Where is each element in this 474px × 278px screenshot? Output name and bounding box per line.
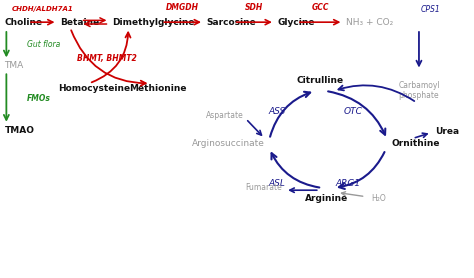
Text: ASL: ASL <box>269 178 286 188</box>
Text: SDH: SDH <box>245 3 264 12</box>
Text: Arginosuccinate: Arginosuccinate <box>192 140 264 148</box>
Text: Betaine: Betaine <box>60 18 99 27</box>
Text: Dimethylglycine: Dimethylglycine <box>112 18 194 27</box>
Text: Methionine: Methionine <box>129 84 187 93</box>
Text: Aspartate: Aspartate <box>206 111 243 120</box>
Text: BHMT, BHMT2: BHMT, BHMT2 <box>77 54 137 63</box>
Text: CPS1: CPS1 <box>421 5 441 14</box>
Text: Sarcosine: Sarcosine <box>206 18 256 27</box>
Text: Urea: Urea <box>435 126 459 136</box>
Text: ASS: ASS <box>269 107 286 116</box>
Text: ARG1: ARG1 <box>336 178 361 188</box>
Text: Glycine: Glycine <box>277 18 315 27</box>
Text: FMOs: FMOs <box>27 93 51 103</box>
Text: Fumarate: Fumarate <box>245 183 282 192</box>
Text: GCC: GCC <box>311 3 329 12</box>
Text: Carbamoyl
phosphate: Carbamoyl phosphate <box>398 81 440 100</box>
Text: Homocysteine: Homocysteine <box>58 84 130 93</box>
Text: OTC: OTC <box>343 107 362 116</box>
Text: Gut flora: Gut flora <box>27 40 60 49</box>
Text: H₂O: H₂O <box>372 194 386 203</box>
Text: Choline: Choline <box>4 18 43 27</box>
Text: TMAO: TMAO <box>4 126 35 135</box>
Text: DMGDH: DMGDH <box>166 3 199 12</box>
Text: TMA: TMA <box>4 61 24 70</box>
Text: NH₃ + CO₂: NH₃ + CO₂ <box>346 18 393 27</box>
Text: Arginine: Arginine <box>305 194 348 203</box>
Text: Citrulline: Citrulline <box>296 76 343 85</box>
Text: CHDH/ALDH7A1: CHDH/ALDH7A1 <box>12 6 73 12</box>
Text: Ornithine: Ornithine <box>392 140 440 148</box>
